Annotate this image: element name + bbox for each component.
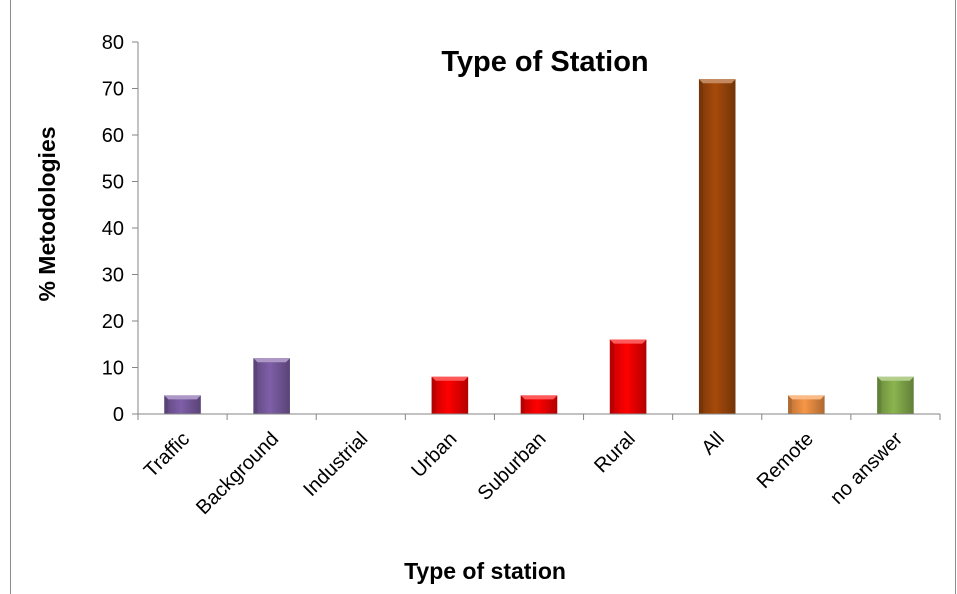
x-tick-label: Rural [590, 428, 639, 477]
y-tick-label: 40 [102, 218, 124, 240]
x-tick-label: Traffic [140, 428, 194, 482]
y-tick-label: 80 [102, 32, 124, 54]
bar-body [253, 358, 290, 414]
bar-bevel-top [431, 376, 469, 381]
bar-suburban [520, 395, 558, 414]
bar-bevel-top [698, 79, 736, 84]
y-tick-label: 70 [102, 79, 124, 101]
chart-frame [10, 0, 956, 594]
y-tick-label: 30 [102, 265, 124, 287]
bar-urban [431, 376, 469, 414]
x-tick-label: Background [192, 428, 283, 519]
bar-traffic [164, 395, 201, 414]
bar-all [698, 79, 736, 414]
x-tick-label: no answer [826, 428, 907, 509]
bar-bevel-left [520, 395, 525, 414]
y-tick-label: 50 [102, 172, 124, 194]
bar-bevel-left [877, 376, 882, 414]
bar-bevel-left [253, 358, 258, 414]
bar-bevel-top [253, 358, 290, 363]
bar-bevel-left [788, 395, 793, 414]
y-tick-label: 20 [102, 311, 124, 333]
bar-body [609, 339, 647, 414]
bar-bevel-top [788, 395, 825, 400]
x-tick-label: Industrial [299, 428, 372, 501]
x-tick-label: All [697, 428, 728, 459]
bars-group [164, 79, 914, 414]
bar-rural [609, 339, 647, 414]
bar-bevel-top [164, 395, 201, 400]
bar-body [431, 376, 469, 414]
bar-body [520, 395, 558, 414]
bar-remote [788, 395, 825, 414]
bar-body [698, 79, 736, 414]
bar-bevel-top [520, 395, 558, 400]
bar-bevel-left [609, 339, 614, 414]
x-tick-label: Urban [407, 428, 461, 482]
bar-bevel-top [877, 376, 914, 381]
bar-bevel-left [431, 376, 436, 414]
x-tick-label: Suburban [474, 428, 551, 505]
y-tick-label: 0 [113, 404, 124, 426]
bar-background [253, 358, 290, 414]
bar-bevel-top [609, 339, 647, 344]
bar-bevel-left [164, 395, 169, 414]
y-tick-label: 10 [102, 358, 124, 380]
y-tick-label: 60 [102, 125, 124, 147]
bar-bevel-left [698, 79, 703, 414]
bar-body [877, 376, 914, 414]
x-tick-label: Remote [753, 428, 818, 493]
bar-body [788, 395, 825, 414]
y-axis-ticks: 0 10 20 30 40 50 60 70 80 [102, 32, 138, 426]
x-axis-label: Type of station [404, 558, 566, 584]
chart-title: Type of Station [441, 46, 648, 78]
y-axis-label: % Metodologies [34, 126, 60, 301]
bar-body [164, 395, 201, 414]
bar-no-answer [877, 376, 914, 414]
